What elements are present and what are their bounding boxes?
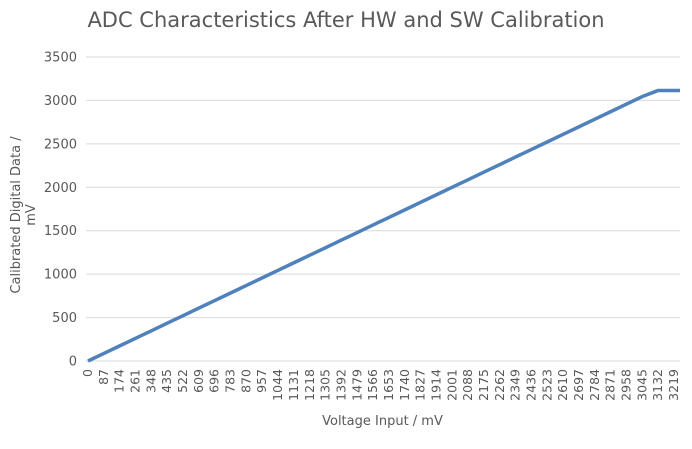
x-tick-label: 1305 (318, 369, 333, 401)
x-tick-label: 957 (254, 369, 269, 393)
x-tick-label: 522 (175, 369, 190, 393)
x-tick-label: 609 (191, 369, 206, 393)
y-axis-ticks: 0 500 1000 1500 2000 2500 3000 3500 (44, 51, 77, 370)
y-tick-label: 1000 (44, 268, 77, 283)
x-tick-label: 1044 (270, 369, 285, 401)
x-tick-label: 2697 (571, 369, 586, 401)
x-tick-label: 2175 (476, 369, 491, 401)
chart-title: ADC Characteristics After HW and SW Cali… (87, 8, 605, 32)
x-tick-label: 3219 (666, 369, 681, 401)
x-tick-label: 435 (159, 369, 174, 393)
x-tick-label: 1740 (397, 369, 412, 401)
y-tick-label: 3500 (44, 51, 77, 66)
x-tick-label: 348 (143, 369, 158, 393)
x-tick-label: 1914 (428, 369, 443, 401)
x-tick-label: 87 (96, 369, 111, 385)
x-tick-label: 2610 (555, 369, 570, 401)
y-tick-label: 500 (52, 311, 77, 326)
gridlines (86, 56, 680, 362)
x-tick-label: 261 (128, 369, 143, 393)
x-tick-label: 696 (207, 369, 222, 393)
x-tick-label: 174 (112, 369, 127, 393)
x-tick-label: 1827 (413, 369, 428, 401)
x-tick-label: 870 (238, 369, 253, 393)
x-tick-label: 1479 (349, 369, 364, 401)
x-tick-label: 2871 (603, 369, 618, 401)
x-tick-label: 2001 (444, 369, 459, 401)
x-tick-label: 3132 (650, 369, 665, 401)
data-line (87, 88, 680, 363)
x-tick-label: 0 (80, 369, 95, 377)
x-tick-label: 2436 (524, 369, 539, 401)
x-tick-label: 1131 (286, 369, 301, 401)
x-tick-label: 2523 (539, 369, 554, 401)
x-tick-label: 1392 (333, 369, 348, 401)
x-tick-label: 1218 (302, 369, 317, 401)
x-tick-label: 783 (223, 369, 238, 393)
x-tick-label: 1653 (381, 369, 396, 401)
x-axis-label: Voltage Input / mV (322, 414, 443, 429)
x-tick-label: 2262 (492, 369, 507, 401)
x-tick-label: 2784 (587, 369, 602, 401)
y-tick-label: 2000 (44, 181, 77, 196)
y-tick-label: 0 (69, 355, 77, 370)
y-tick-label: 1500 (44, 224, 77, 239)
x-tick-label: 2958 (619, 369, 634, 401)
x-tick-label: 3045 (634, 369, 649, 401)
y-tick-label: 3000 (44, 94, 77, 109)
y-tick-label: 2500 (44, 137, 77, 152)
x-tick-label: 2349 (508, 369, 523, 401)
x-axis-ticks: 0 87 174 261 348 435 522 609 696 783 870 957 1044 113… (80, 369, 681, 401)
x-tick-label: 2088 (460, 369, 475, 401)
x-tick-label: 1566 (365, 369, 380, 401)
